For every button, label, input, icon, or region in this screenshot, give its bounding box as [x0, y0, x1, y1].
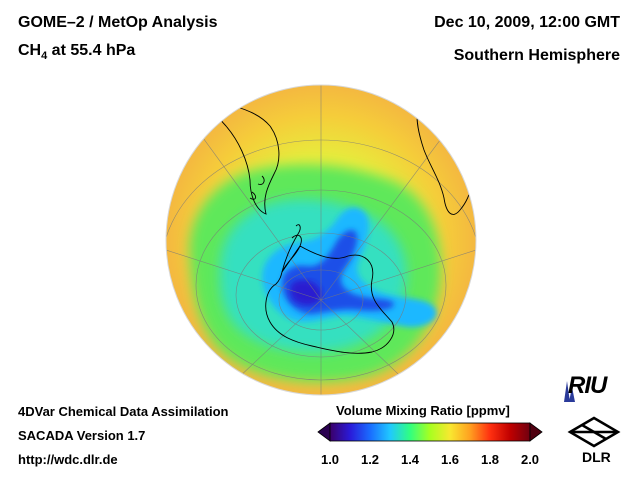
coast-south-america	[216, 101, 280, 215]
hemisphere-label: Southern Hemisphere	[453, 47, 620, 64]
colorbar-tick-label: 1.2	[360, 452, 380, 467]
footer-version: SACADA Version 1.7	[18, 428, 146, 443]
species-suffix: at 55.4 hPa	[47, 42, 136, 59]
colorbar-high-arrow	[529, 422, 543, 442]
coast-peninsula	[281, 224, 301, 273]
colorbar-low-arrow	[317, 422, 331, 442]
coast-islands	[249, 175, 265, 200]
dlr-logo-mark	[567, 416, 621, 448]
colorbar-title: Volume Mixing Ratio [ppmv]	[336, 403, 510, 418]
colorbar-gradient	[329, 422, 531, 442]
species-prefix: CH	[18, 42, 42, 59]
datetime-label: Dec 10, 2009, 12:00 GMT	[434, 14, 620, 31]
colorbar-tick-label: 1.6	[440, 452, 460, 467]
footer-url: http://wdc.dlr.de	[18, 452, 118, 467]
deep-minimum	[290, 280, 322, 305]
species-title: CH4 at 55.4 hPa	[18, 42, 135, 62]
graticule	[166, 85, 476, 395]
colorbar-tick-label: 2.0	[520, 452, 540, 467]
dlr-logo: DLR	[582, 449, 611, 465]
species-subscript: 4	[41, 50, 48, 63]
riu-logo-mark	[564, 381, 575, 402]
colorbar-tick-label: 1.4	[400, 452, 420, 467]
riu-logo: RIU	[568, 372, 607, 399]
instrument-title: GOME–2 / MetOp Analysis	[18, 14, 218, 31]
colorbar-tick-label: 1.8	[480, 452, 500, 467]
footer-method: 4DVar Chemical Data Assimilation	[18, 404, 229, 419]
globe-limb	[165, 84, 477, 396]
colorbar	[317, 422, 543, 442]
colorbar-tick-label: 1.0	[320, 452, 340, 467]
